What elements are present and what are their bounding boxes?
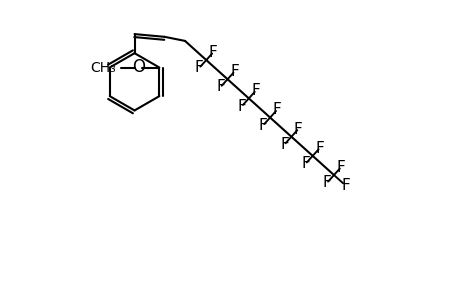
Text: F: F [301, 156, 309, 171]
Text: F: F [258, 118, 267, 133]
Text: F: F [280, 137, 288, 152]
Text: F: F [341, 178, 349, 193]
Text: O: O [132, 58, 145, 76]
Text: F: F [208, 45, 217, 60]
Text: F: F [251, 83, 260, 98]
Text: F: F [322, 175, 330, 190]
Text: F: F [237, 99, 246, 114]
Text: F: F [336, 160, 345, 175]
Text: F: F [195, 60, 203, 75]
Text: F: F [216, 80, 224, 94]
Text: F: F [272, 102, 281, 117]
Text: F: F [230, 64, 238, 79]
Text: F: F [293, 122, 302, 136]
Text: F: F [314, 141, 323, 156]
Text: CH₃: CH₃ [90, 61, 116, 74]
